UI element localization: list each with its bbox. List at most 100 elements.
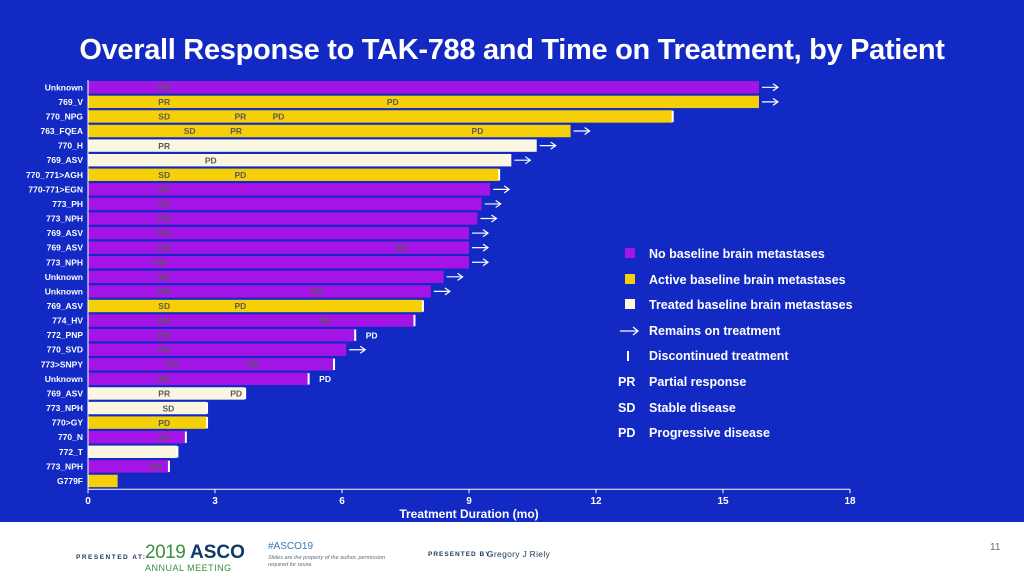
response-mark-15-1: PR xyxy=(158,287,170,297)
response-mark-22-1: PR xyxy=(158,389,170,399)
ongoing-arrow-head-11 xyxy=(482,229,490,238)
patient-label-18: 772_PNP xyxy=(47,330,84,340)
patient-label-28: G779F xyxy=(57,476,83,486)
presented-at-label: PRESENTED AT: xyxy=(76,554,147,561)
ongoing-arrow-head-02 xyxy=(772,97,780,106)
response-mark-14-1: SD xyxy=(158,272,170,282)
ongoing-arrow-head-04 xyxy=(584,127,591,136)
legend-label-sd: Stable disease xyxy=(649,400,736,415)
patient-bar-16 xyxy=(88,299,423,313)
legend-swatch-none xyxy=(625,248,635,258)
x-axis-title: Treatment Duration (mo) xyxy=(399,507,538,521)
patient-bar-20 xyxy=(88,358,334,371)
response-mark-07-1: SD xyxy=(158,170,170,180)
response-mark-04-1: SD xyxy=(184,126,196,136)
asco-wordmark: ASCO xyxy=(190,542,245,563)
ongoing-arrow-head-01 xyxy=(772,83,780,92)
ongoing-arrow-head-08 xyxy=(503,185,511,194)
ongoing-arrow-head-05 xyxy=(550,141,557,150)
response-mark-16-2: PD xyxy=(234,301,246,311)
ongoing-arrow-head-15 xyxy=(444,287,451,296)
response-mark-10-1: PR xyxy=(158,214,170,224)
patient-label-22: 769_ASV xyxy=(47,388,84,398)
slide-footer: PRESENTED AT: 2019 ASCO ANNUAL MEETING #… xyxy=(0,522,1024,578)
slide-title: Overall Response to TAK-788 and Time on … xyxy=(79,34,945,66)
response-mark-24-1: PD xyxy=(158,418,170,428)
patient-bar-05 xyxy=(88,139,537,152)
response-mark-13-1: PR xyxy=(154,257,166,267)
legend-label-pr: Partial response xyxy=(649,374,747,389)
legend-label-discontinued: Discontinued treatment xyxy=(649,349,789,364)
patient-bar-06 xyxy=(88,153,512,167)
legend-label-none: No baseline brain metastases xyxy=(649,247,825,261)
response-mark-23-1: SD xyxy=(163,403,175,413)
patient-label-09: 773_PH xyxy=(52,199,83,209)
patient-bar-24 xyxy=(88,416,207,429)
patient-bar-04 xyxy=(88,124,571,138)
response-mark-03-3: PD xyxy=(273,112,285,122)
response-mark-18-2: PD xyxy=(366,330,378,340)
patient-bar-11 xyxy=(88,226,469,240)
response-mark-20-1: PR xyxy=(167,360,179,370)
x-tick-label-3: 3 xyxy=(212,496,218,507)
x-tick-label-9: 9 xyxy=(466,496,472,507)
patient-label-27: 773_NPH xyxy=(46,461,83,471)
patient-label-17: 774_HV xyxy=(52,316,83,326)
ongoing-arrow-head-09 xyxy=(495,199,502,208)
response-mark-17-1: PR xyxy=(158,316,170,326)
response-mark-09-1: SD xyxy=(158,199,170,209)
response-mark-21-2: PD xyxy=(319,374,331,384)
patient-label-10: 773_NPH xyxy=(46,214,83,224)
patient-bar-25 xyxy=(88,431,186,444)
response-mark-21-1: SD xyxy=(158,374,170,384)
patient-label-11: 769_ASV xyxy=(47,228,84,238)
patient-bar-13 xyxy=(88,256,469,269)
patient-label-03: 770_NPG xyxy=(46,111,84,121)
response-mark-06-1: PD xyxy=(205,155,217,165)
presented-by-label: PRESENTED BY: xyxy=(428,551,494,558)
response-mark-02-1: PR xyxy=(158,97,170,107)
patient-bar-12 xyxy=(88,241,469,254)
patient-bar-22 xyxy=(88,387,245,400)
response-mark-19-1: PR xyxy=(158,345,170,355)
ongoing-arrow-head-06 xyxy=(524,156,532,165)
patient-label-05: 770_H xyxy=(58,141,83,151)
patient-label-04: 763_FQEA xyxy=(40,126,83,136)
ongoing-arrow-head-10 xyxy=(491,214,498,223)
patient-bar-08 xyxy=(88,183,491,196)
response-mark-01-1: PR xyxy=(158,82,170,92)
patient-bar-23 xyxy=(88,401,207,415)
patient-bar-21 xyxy=(88,372,309,386)
patient-label-01: Unknown xyxy=(45,82,83,92)
response-mark-27-1: SD xyxy=(150,462,162,472)
legend-code-pr: PR xyxy=(618,374,636,389)
ongoing-arrow-head-19 xyxy=(359,345,367,354)
right-arrow-icon xyxy=(618,324,642,338)
patient-bar-07 xyxy=(88,168,499,181)
patient-label-24: 770>GY xyxy=(52,418,84,428)
patient-label-25: 770_N xyxy=(58,432,83,442)
patient-label-14: Unknown xyxy=(45,272,83,282)
response-mark-17-2: PD xyxy=(319,316,331,326)
response-mark-02-2: PD xyxy=(387,97,399,107)
asco-year: 2019 xyxy=(145,542,186,563)
patient-bar-28 xyxy=(88,474,118,488)
response-mark-05-1: PR xyxy=(158,141,170,151)
patient-label-19: 770_SVD xyxy=(47,345,83,355)
copyright-disclaimer: Slides are the property of the author, p… xyxy=(268,555,386,568)
legend-label-treated: Treated baseline brain metastases xyxy=(649,298,853,313)
patient-bar-27 xyxy=(88,460,169,473)
legend-label-arrow: Remains on treatment xyxy=(649,323,781,338)
ongoing-arrow-head-13 xyxy=(482,258,490,267)
response-mark-08-1: SD xyxy=(158,185,170,195)
ongoing-arrow-head-12 xyxy=(482,243,490,252)
x-tick-label-18: 18 xyxy=(844,496,856,507)
legend-code-pd: PD xyxy=(618,426,636,441)
patient-bar-03 xyxy=(88,110,673,123)
response-mark-12-2: PD xyxy=(395,243,407,253)
conference-hashtag: #ASCO19 xyxy=(268,541,314,552)
patient-bar-17 xyxy=(88,314,414,327)
patient-label-13: 773_NPH xyxy=(46,257,83,267)
